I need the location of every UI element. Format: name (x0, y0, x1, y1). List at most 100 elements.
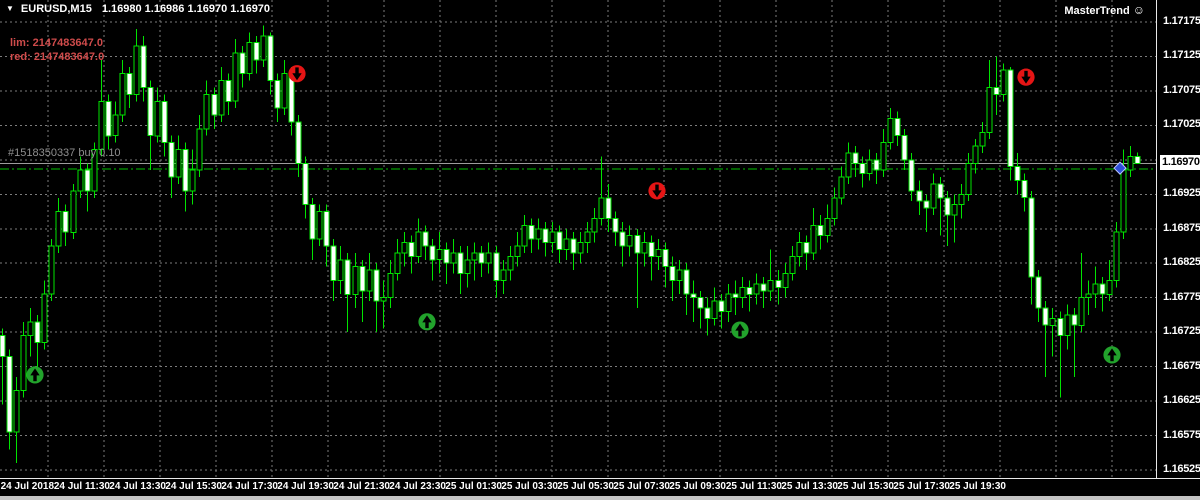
bear-candle (669, 266, 676, 282)
bull-candle (711, 300, 718, 319)
bear-candle (662, 248, 669, 268)
price-axis[interactable]: 1.16970 1.17175 1.17125 1.17075 1.17025 1.16… (1156, 0, 1200, 478)
bear-candle (182, 149, 189, 192)
bear-candle (923, 200, 930, 209)
bear-candle (62, 211, 69, 233)
sell-signal-icon (288, 65, 306, 83)
bull-candle (1085, 293, 1092, 299)
bull-candle (154, 100, 161, 137)
bear-candle (211, 93, 218, 116)
bull-candle (951, 204, 958, 216)
sell-signal-icon (1017, 68, 1035, 86)
bull-candle (352, 266, 359, 295)
bull-candle (246, 42, 253, 75)
bull-candle (55, 211, 62, 247)
bull-candle (1127, 155, 1134, 171)
bull-candle (380, 297, 387, 302)
candlestick-plot[interactable] (0, 0, 1156, 478)
bear-candle (570, 238, 577, 254)
bear-candle (147, 87, 154, 137)
bear-candle (894, 118, 901, 137)
horizontal-scrollbar[interactable] (0, 496, 1200, 500)
bear-candle (34, 321, 41, 343)
price-axis-label: 1.16625 (1163, 394, 1200, 406)
bull-candle (1078, 297, 1085, 326)
bear-candle (443, 248, 450, 264)
indicator-lim-value: lim: 2147483647.0 (10, 37, 103, 49)
time-axis-label: 24 Jul 19:30 (277, 481, 334, 492)
bull-candle (655, 248, 662, 257)
bull-candle (796, 242, 803, 257)
time-axis-label: 25 Jul 11:30 (725, 481, 782, 492)
bear-candle (429, 245, 436, 261)
bull-candle (91, 149, 98, 192)
bull-candle (27, 321, 34, 337)
bull-candle (626, 235, 633, 247)
bear-candle (1071, 314, 1078, 326)
time-axis[interactable]: 24 Jul 2018 24 Jul 11:30 24 Jul 13:30 24 Ju… (0, 478, 1200, 496)
bull-candle (232, 52, 239, 102)
bull-candle (986, 87, 993, 133)
bull-candle (979, 131, 986, 147)
bear-candle (1021, 180, 1028, 199)
bear-candle (1057, 317, 1064, 337)
bear-candle (84, 169, 91, 192)
bear-candle (697, 297, 704, 309)
bull-candle (535, 228, 542, 240)
bull-candle (119, 73, 126, 116)
bull-candle (1106, 280, 1113, 295)
bull-candle (1120, 169, 1127, 233)
bull-candle (500, 269, 507, 281)
price-axis-label: 1.17125 (1163, 49, 1200, 61)
indicator-name-label: MasterTrend ☺ (1064, 3, 1145, 17)
bear-candle (612, 217, 619, 233)
bull-candle (77, 169, 84, 192)
current-price-box: 1.16970 (1160, 155, 1200, 170)
bear-candle (1134, 155, 1141, 164)
chart-symbol-header: ▼ EURUSD,M15 1.16980 1.16986 1.16970 1.169… (6, 3, 270, 15)
time-axis-label: 25 Jul 05:30 (557, 481, 614, 492)
time-axis-label: 25 Jul 09:30 (669, 481, 726, 492)
bull-candle (189, 169, 196, 192)
bull-candle (41, 293, 48, 343)
bear-candle (634, 235, 641, 254)
bull-candle (810, 224, 817, 254)
trade-entry-marker (1113, 161, 1127, 175)
buy-signal-icon (418, 313, 436, 331)
time-axis-label: 25 Jul 03:30 (501, 481, 558, 492)
time-axis-label: 24 Jul 13:30 (109, 481, 166, 492)
bear-candle (253, 42, 260, 61)
bear-candle (732, 293, 739, 299)
bull-candle (549, 231, 556, 243)
bull-candle (767, 280, 774, 292)
indicator-red-value: red: 2147483647.0 (10, 51, 105, 63)
bear-candle (1028, 197, 1035, 278)
bull-candle (464, 259, 471, 275)
bull-candle (401, 242, 408, 254)
price-axis-label: 1.17025 (1163, 118, 1200, 130)
price-axis-label: 1.16575 (1163, 429, 1200, 441)
time-axis-label: 25 Jul 17:30 (893, 481, 950, 492)
bear-candle (225, 80, 232, 102)
bull-candle (514, 245, 521, 257)
bear-candle (619, 231, 626, 247)
bear-candle (648, 242, 655, 257)
bear-candle (1035, 276, 1042, 309)
bull-candle (676, 269, 683, 281)
bull-candle (1000, 69, 1007, 95)
price-axis-label: 1.17175 (1163, 15, 1200, 27)
bull-candle (48, 245, 55, 295)
bear-candle (359, 266, 366, 292)
price-axis-label: 1.16925 (1163, 187, 1200, 199)
buy-signal-icon (26, 366, 44, 384)
time-axis-label: 24 Jul 23:30 (389, 481, 446, 492)
bull-candle (337, 259, 344, 281)
bear-candle (323, 211, 330, 247)
bull-candle (1092, 283, 1099, 295)
bear-candle (852, 152, 859, 164)
symbol-dropdown-icon[interactable]: ▼ (6, 4, 14, 13)
chart-area[interactable]: ▼ EURUSD,M15 1.16980 1.16986 1.16970 1.169… (0, 0, 1156, 478)
bear-candle (126, 73, 133, 95)
bull-candle (281, 73, 288, 109)
bull-candle (958, 193, 965, 206)
